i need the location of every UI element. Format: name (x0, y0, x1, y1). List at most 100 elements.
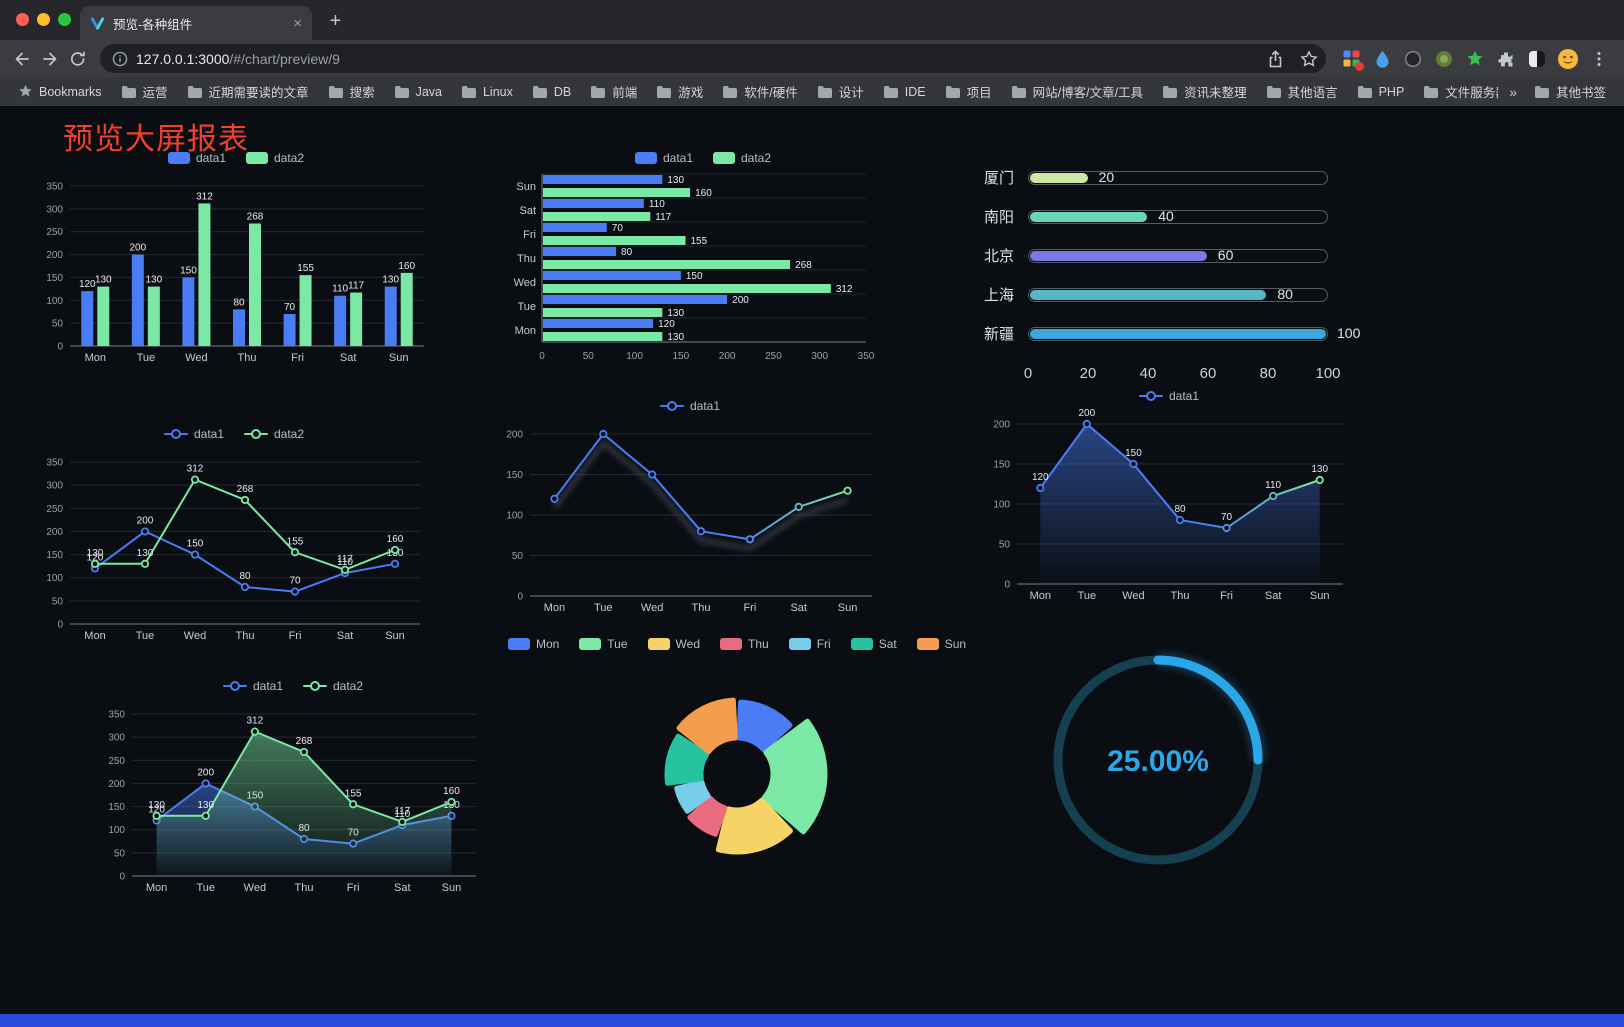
grid-and-axes: 0 50 100 150 200 (506, 430, 872, 603)
point-label: 80 (1174, 504, 1186, 515)
bar-label: 268 (247, 211, 264, 222)
pie-slice-Tue[interactable] (761, 718, 828, 835)
bookmark-item[interactable]: 设计 (811, 80, 870, 103)
bookmark-item[interactable]: 软件/硬件 (716, 80, 803, 103)
browser-tab[interactable]: 预览-各种组件 × (80, 6, 312, 40)
bottom-accent-bar (0, 1014, 1624, 1027)
address-bar[interactable]: 127.0.0.1:3000/#/chart/preview/9 (100, 44, 1326, 73)
legend-item-Sun[interactable]: Sun (916, 637, 966, 651)
extension-colorful-icon[interactable] (1340, 48, 1364, 71)
bookmark-item[interactable]: 网站/博客/文章/工具 (1005, 80, 1149, 103)
extension-dark-circle-icon[interactable] (1402, 48, 1424, 70)
bookmark-star-icon[interactable] (1296, 46, 1322, 72)
extension-green-circle-icon[interactable] (1433, 48, 1455, 70)
point-data1 (390, 559, 400, 568)
pie-slice-Sun[interactable] (676, 697, 738, 755)
legend-item-Wed[interactable]: Wed (647, 637, 700, 651)
close-window-button[interactable] (16, 13, 29, 26)
bookmark-item[interactable]: PHP (1351, 80, 1411, 103)
svg-text:Tue: Tue (594, 602, 613, 614)
svg-text:Mon: Mon (85, 352, 106, 364)
svg-text:100: 100 (506, 511, 523, 522)
legend-item-Fri[interactable]: Fri (788, 637, 831, 651)
legend-item-data1[interactable]: data1 (1138, 389, 1199, 403)
bookmark-item[interactable]: 文件服务器 (1417, 80, 1498, 103)
grouped-hbar-plot: 0 50 100 150 200 250 300 350 Sun Sat Fri Thu Wed Tue M… (514, 173, 875, 362)
svg-text:Sat: Sat (340, 352, 357, 364)
bookmark-item[interactable]: 运营 (115, 80, 174, 103)
point-label: 70 (289, 576, 301, 587)
reload-button[interactable] (64, 45, 92, 73)
bookmark-item[interactable]: IDE (877, 80, 932, 103)
bar-label: 312 (836, 284, 853, 295)
legend-item-Thu[interactable]: Thu (720, 637, 769, 651)
pie-slice-Sat[interactable] (664, 733, 710, 786)
fullscreen-window-button[interactable] (58, 13, 71, 26)
bookmark-item[interactable]: Java (388, 80, 448, 103)
bar-label: 200 (732, 295, 749, 306)
tab-close-icon[interactable]: × (293, 14, 302, 32)
extension-drop-icon[interactable] (1371, 48, 1393, 70)
chart-gauge: 25.00% (1044, 646, 1272, 874)
folder-icon (883, 85, 898, 98)
minimize-window-button[interactable] (37, 13, 50, 26)
legend-swatch (850, 638, 873, 650)
svg-text:Wed: Wed (641, 602, 663, 614)
bookmark-item[interactable]: 资讯未整理 (1156, 80, 1253, 103)
point-data2 (250, 727, 259, 736)
svg-text:200: 200 (46, 250, 63, 261)
legend-item-data1[interactable]: data1 (163, 427, 224, 441)
bookmark-item[interactable]: Linux (455, 80, 519, 103)
dark-mode-extension-icon[interactable] (1526, 48, 1548, 70)
chart-legend: data1 data2 (504, 148, 902, 168)
pie-slice-Mon[interactable] (736, 699, 793, 753)
legend-item-data2[interactable]: data2 (713, 151, 771, 165)
profile-avatar[interactable] (1557, 48, 1579, 70)
legend-item-Mon[interactable]: Mon (507, 637, 559, 651)
legend-item-data2[interactable]: data2 (303, 679, 363, 693)
bookmark-item[interactable]: 游戏 (650, 80, 709, 103)
svg-text:Thu: Thu (238, 352, 257, 364)
legend-item-Sat[interactable]: Sat (850, 637, 897, 651)
url-text[interactable]: 127.0.0.1:3000/#/chart/preview/9 (136, 51, 1254, 67)
legend-item-data1[interactable]: data1 (634, 151, 693, 165)
bookmarks-overflow-chevron[interactable]: » (1509, 83, 1517, 100)
bookmark-item[interactable]: 项目 (939, 80, 998, 103)
bookmark-item[interactable]: DB (526, 80, 577, 103)
progress-track: 20 (1028, 169, 1328, 185)
site-info-icon[interactable] (112, 51, 128, 67)
share-icon[interactable] (1262, 46, 1288, 72)
bookmark-item[interactable]: 其他语言 (1260, 80, 1344, 103)
pie-slice-Thu[interactable] (687, 795, 728, 837)
legend-line-marker (1138, 391, 1163, 401)
x-axis-labels: Mon Tue Wed Thu Fri Sat Sun (146, 882, 461, 894)
legend-item-data2[interactable]: data2 (244, 427, 304, 441)
bookmarks-manager-item[interactable]: Bookmarks (12, 82, 108, 101)
legend-item-data1[interactable]: data1 (222, 679, 283, 693)
point-label: 130 (137, 548, 154, 559)
legend-item-data2[interactable]: data2 (246, 151, 304, 165)
browser-menu-icon[interactable] (1588, 48, 1610, 70)
other-bookmarks-folder[interactable]: 其他书签 (1528, 80, 1612, 103)
bookmark-item[interactable]: 前端 (584, 80, 643, 103)
svg-text:Sat: Sat (790, 602, 807, 614)
extensions-puzzle-icon[interactable] (1495, 48, 1517, 70)
bookmark-label: 设计 (838, 86, 864, 100)
pie-slice-Fri[interactable] (674, 779, 711, 814)
svg-text:Mon: Mon (1030, 590, 1051, 602)
pie-slice-Wed[interactable] (715, 797, 793, 855)
bar-label: 312 (196, 191, 213, 202)
legend-item-data1[interactable]: data1 (167, 151, 226, 165)
grouped-bar-plot: 0 50 100 150 200 250 300 350 Mon Tue Wed Thu Fri Sat S… (46, 182, 424, 364)
legend-item-Tue[interactable]: Tue (579, 637, 628, 651)
back-button[interactable] (8, 45, 36, 73)
extension-green-star-icon[interactable] (1464, 48, 1486, 70)
legend-item-data1[interactable]: data1 (659, 399, 720, 413)
point-data1 (190, 550, 200, 559)
new-tab-button[interactable]: + (329, 10, 342, 32)
bookmark-item[interactable]: 搜索 (322, 80, 381, 103)
point-data1 (290, 587, 300, 596)
forward-button[interactable] (36, 45, 64, 73)
point-data1 (140, 527, 150, 536)
bookmark-item[interactable]: 近期需要读的文章 (181, 80, 315, 103)
